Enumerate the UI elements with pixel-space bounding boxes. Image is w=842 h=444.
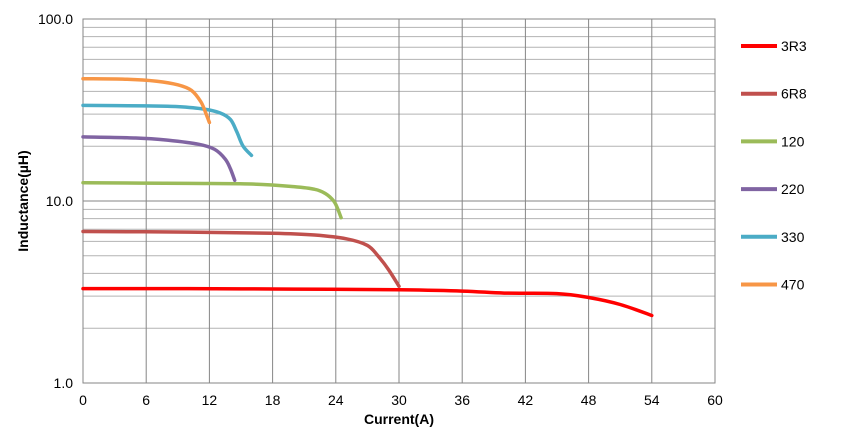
- legend-label-6r8: 6R8: [781, 86, 807, 102]
- legend-label-330: 330: [781, 229, 805, 245]
- x-tick-label: 36: [454, 392, 470, 408]
- series-line-220: [81, 135, 237, 183]
- legend: 3R3 6R8 120 220 330 470: [741, 38, 807, 293]
- y-tick-label: 10.0: [46, 193, 73, 209]
- legend-label-3r3: 3R3: [781, 38, 807, 54]
- x-axis-title: Current(A): [364, 411, 434, 427]
- x-tick-label: 0: [79, 392, 87, 408]
- y-axis-ticks: 1.0 10.0 100.0: [38, 11, 73, 391]
- x-tick-label: 60: [707, 392, 723, 408]
- x-tick-label: 42: [518, 392, 534, 408]
- x-tick-label: 54: [644, 392, 660, 408]
- series-line-6r8: [81, 229, 401, 289]
- x-tick-label: 6: [142, 392, 150, 408]
- x-tick-label: 30: [391, 392, 407, 408]
- y-tick-label: 100.0: [38, 11, 73, 27]
- x-tick-label: 24: [328, 392, 344, 408]
- x-tick-label: 18: [265, 392, 281, 408]
- legend-label-470: 470: [781, 277, 805, 293]
- series-line-3r3: [81, 286, 654, 318]
- x-tick-label: 48: [581, 392, 597, 408]
- x-axis-ticks: 0 6 12 18 24 30 36 42 48 54 60: [79, 392, 723, 408]
- series-line-330: [81, 103, 254, 158]
- series-line-120: [81, 180, 343, 220]
- legend-label-120: 120: [781, 133, 805, 149]
- legend-label-220: 220: [781, 181, 805, 197]
- y-tick-label: 1.0: [54, 375, 74, 391]
- x-tick-label: 12: [202, 392, 218, 408]
- plot-area-frame: [82, 18, 716, 384]
- series-line-470: [81, 76, 212, 125]
- y-axis-title: Inductance(µH): [15, 150, 31, 251]
- series-lines: [81, 76, 654, 318]
